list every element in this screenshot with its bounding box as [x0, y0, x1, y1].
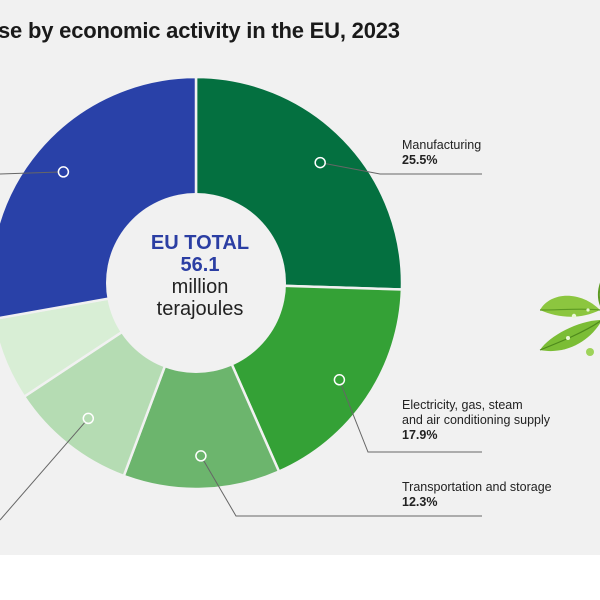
slice-percent: 25.5%	[402, 153, 438, 167]
slice-label-electricity: Electricity, gas, steam and air conditio…	[402, 398, 550, 443]
slice-name: Manufacturing	[402, 138, 482, 152]
leader-line	[0, 171, 64, 175]
leader-dot	[195, 450, 207, 462]
leader-line	[338, 379, 482, 453]
slice-percent: 17.9%	[402, 428, 438, 442]
slice-label-transportation: Transportation and storage 12.3%	[402, 480, 552, 510]
total-value: 56.1	[180, 254, 220, 276]
leader-dot	[333, 374, 346, 386]
slice-percent: 12.3%	[402, 495, 438, 509]
slice-label-manufacturing: Manufacturing 25.5%	[402, 138, 481, 168]
leader-line	[320, 162, 482, 175]
leader-dot	[314, 156, 326, 169]
chart-title: se by economic activity in the EU, 2023	[0, 18, 400, 43]
total-unit-line2: terajoules	[156, 298, 244, 320]
total-readout: EU TOTAL 56.1 million terajoules	[135, 232, 265, 320]
total-heading: EU TOTAL	[150, 232, 250, 254]
slice-name: Transportation and storage	[402, 480, 552, 494]
leader-line	[0, 418, 89, 521]
leader-dot	[57, 166, 70, 178]
slice-name-line1: Electricity, gas, steam	[402, 398, 523, 412]
leader-dot	[82, 412, 95, 425]
donut-slice	[122, 279, 281, 491]
donut-hole	[106, 193, 286, 373]
total-unit-line1: million	[171, 276, 229, 298]
leader-line	[200, 455, 482, 517]
slice-name-line2: and air conditioning supply	[402, 413, 551, 427]
leaves-icon	[539, 282, 600, 356]
